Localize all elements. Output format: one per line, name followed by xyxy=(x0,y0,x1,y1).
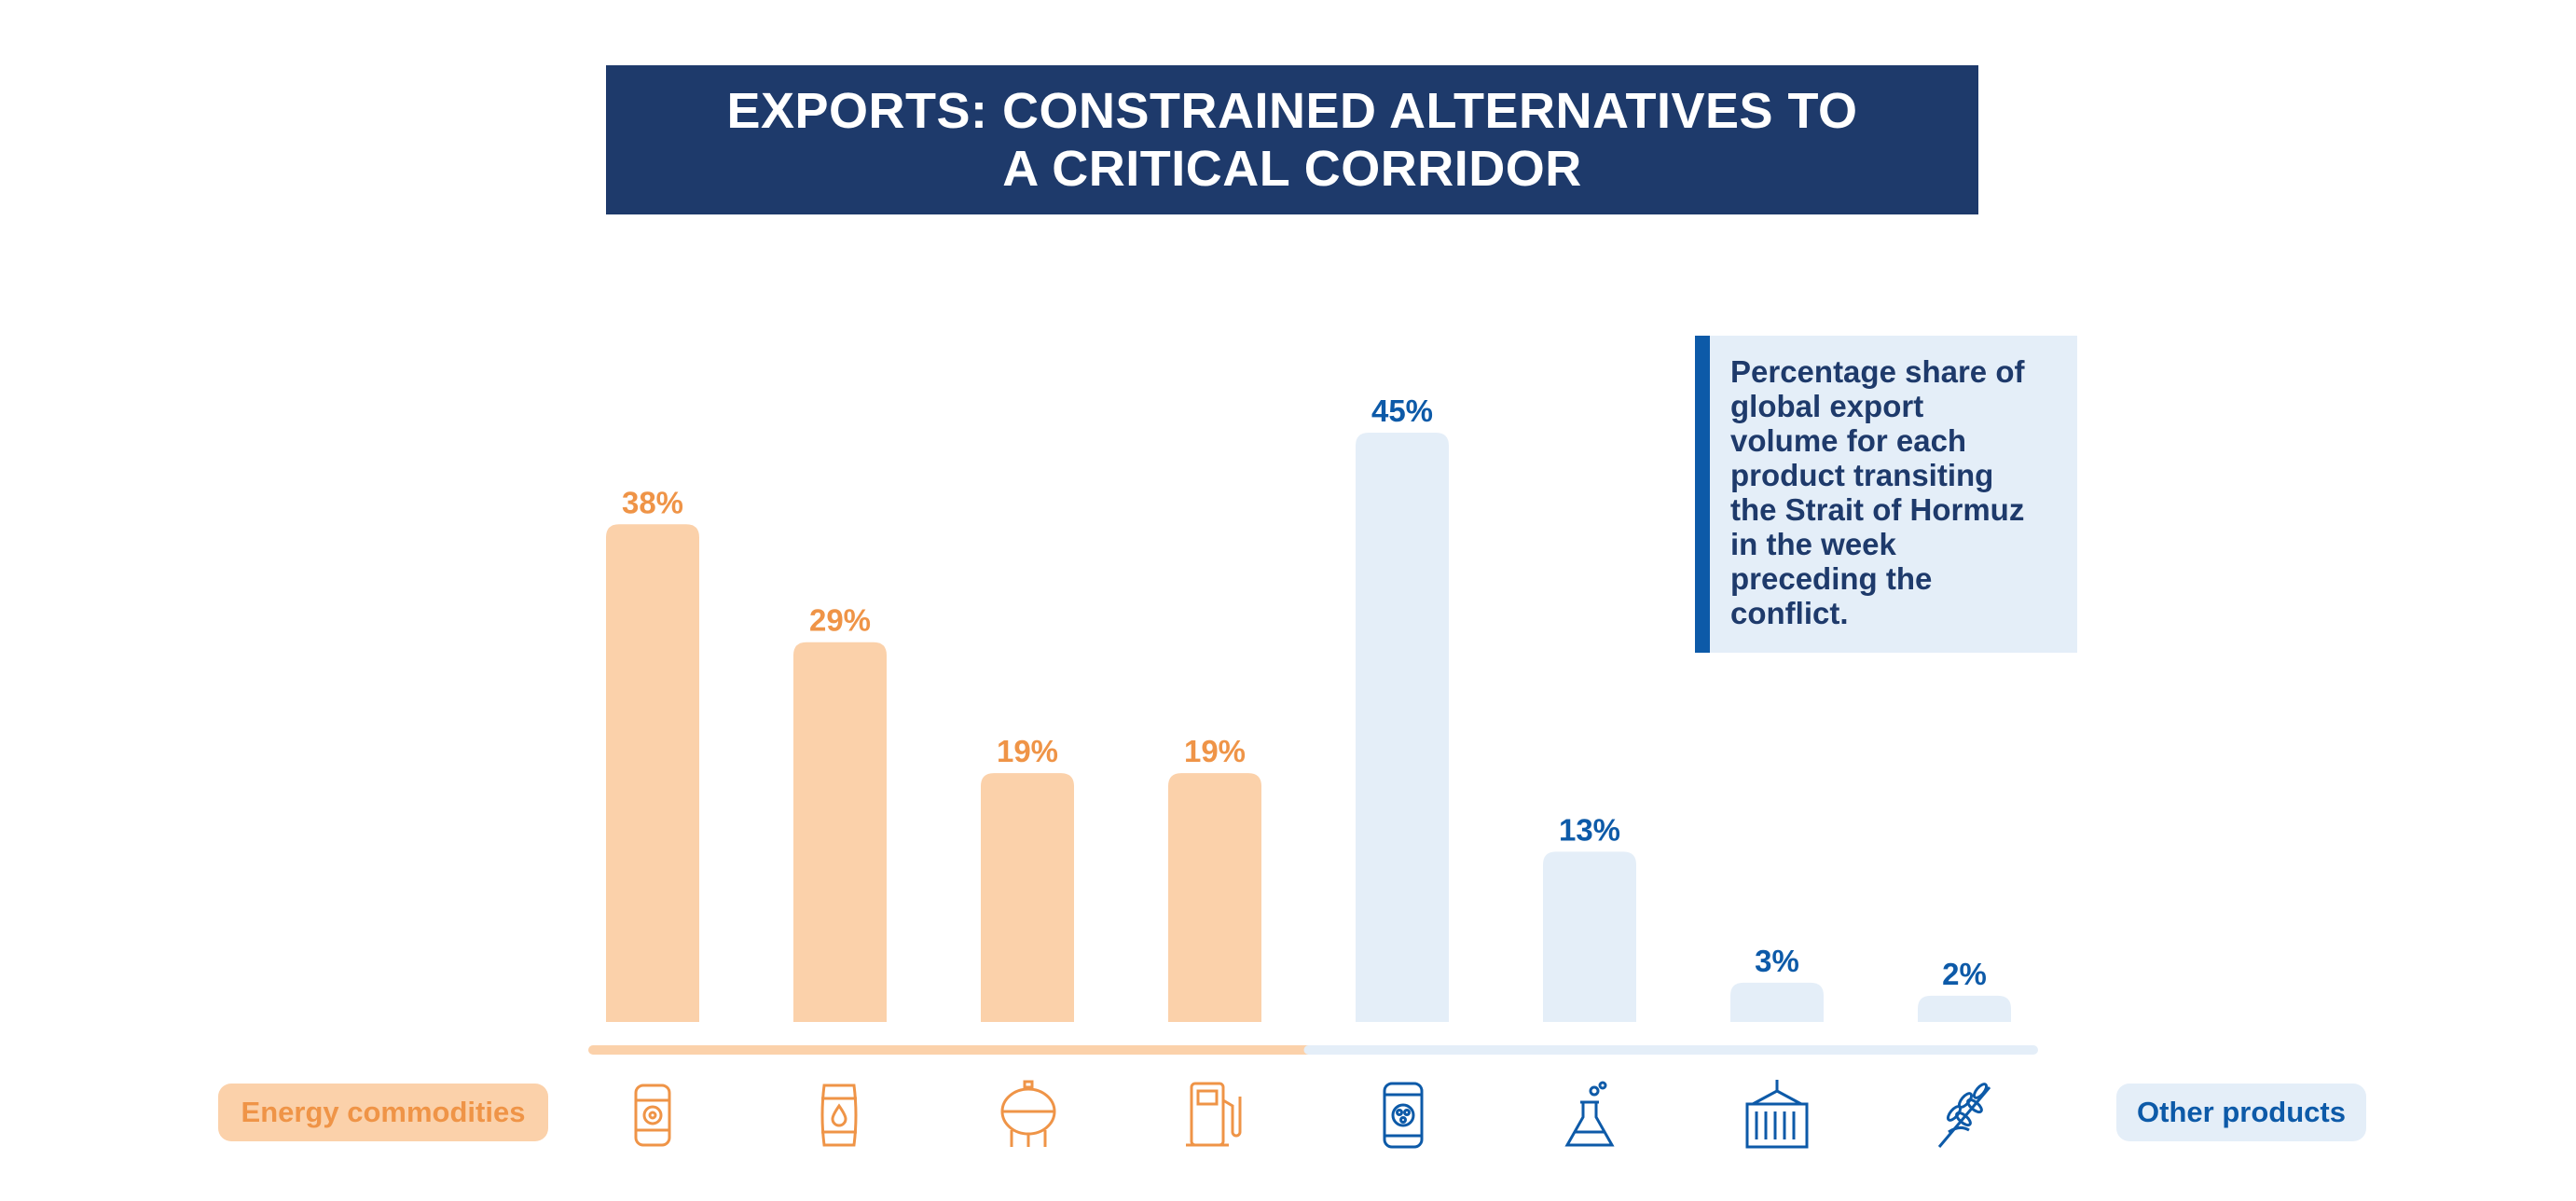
data-label-1: 38% xyxy=(622,485,683,519)
legend-other-products: Other products xyxy=(2116,1084,2366,1141)
data-label-6: 13% xyxy=(1559,812,1620,847)
data-label-2: 29% xyxy=(809,603,871,638)
bar-4 xyxy=(1168,773,1261,1022)
data-label-5: 45% xyxy=(1371,393,1433,428)
bar-6 xyxy=(1543,851,1636,1022)
note-line: Percentage share of xyxy=(1730,354,2025,389)
data-label-8: 2% xyxy=(1942,957,1987,991)
legend-energy-commodities: Energy commodities xyxy=(218,1084,548,1141)
title-line-2: A CRITICAL CORRIDOR xyxy=(1002,141,1582,197)
chart-title: EXPORTS: CONSTRAINED ALTERNATIVES TO A C… xyxy=(606,65,1978,214)
note-line: global export xyxy=(1730,389,1924,423)
note-line: preceding the xyxy=(1730,561,1933,596)
note-line: product transiting xyxy=(1730,458,1994,492)
data-label-3: 19% xyxy=(997,734,1058,768)
wheat-icon xyxy=(1937,1083,1991,1148)
bar-7 xyxy=(1730,982,1824,1022)
note-line: conflict. xyxy=(1730,596,1849,630)
shipping-container-icon xyxy=(1745,1080,1809,1149)
title-line-1: EXPORTS: CONSTRAINED ALTERNATIVES TO xyxy=(726,83,1858,139)
barrel-drop-icon xyxy=(820,1084,858,1147)
bar-1 xyxy=(606,524,699,1022)
bar-5 xyxy=(1356,433,1449,1022)
data-label-4: 19% xyxy=(1184,734,1246,768)
oil-barrel-icon xyxy=(634,1084,671,1147)
gas-tank-icon xyxy=(1000,1080,1056,1147)
fertilizer-bag-icon xyxy=(1383,1082,1424,1149)
bar-3 xyxy=(981,773,1074,1022)
note-line: the Strait of Hormuz xyxy=(1730,492,2025,527)
note-line: in the week xyxy=(1730,527,1896,561)
note-box: Percentage share of global export volume… xyxy=(1695,336,2077,653)
note-line: volume for each xyxy=(1730,423,1967,458)
bar-8 xyxy=(1918,995,2011,1022)
fuel-pump-icon xyxy=(1186,1082,1242,1147)
bar-2 xyxy=(793,642,887,1022)
data-label-7: 3% xyxy=(1755,944,1799,978)
flask-icon xyxy=(1564,1081,1615,1147)
